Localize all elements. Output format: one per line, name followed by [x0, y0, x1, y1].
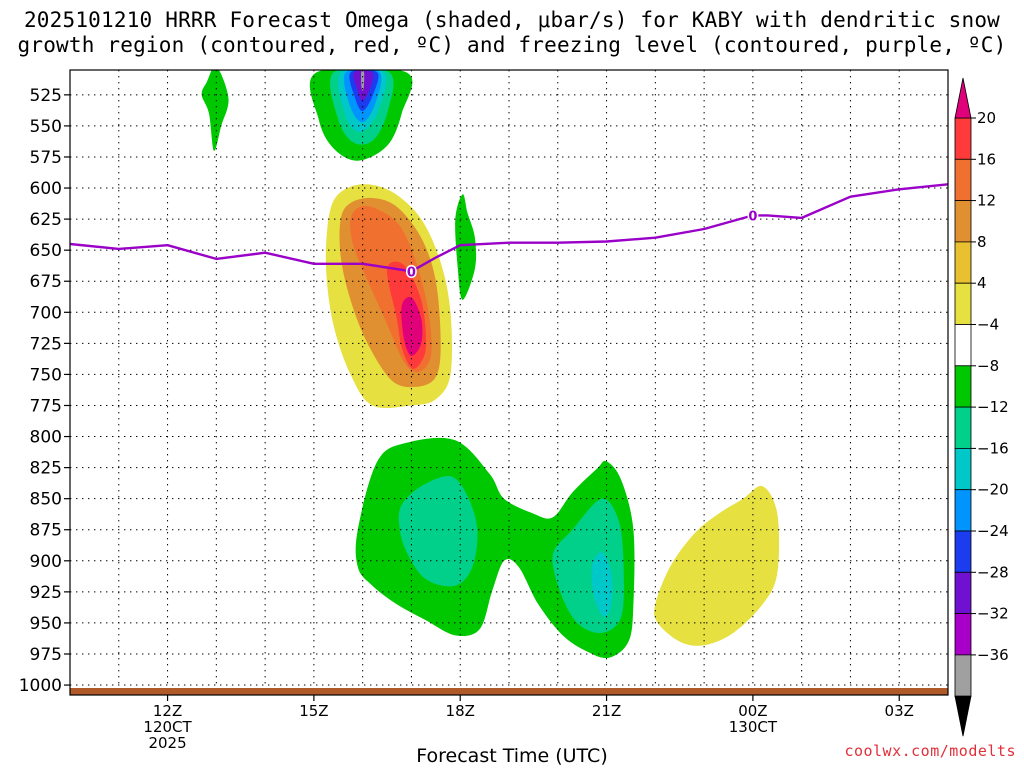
y-axis: 525 550 575 600 625 650 675 700 725 750 775 800 825 8…	[19, 86, 70, 696]
y-tick-label: 550	[30, 117, 62, 137]
y-tick-label: 525	[30, 86, 62, 106]
colorbar-label: −4	[977, 316, 999, 334]
freezing-level-line	[70, 183, 948, 273]
y-tick-label: 950	[30, 614, 62, 634]
colorbar-swatch	[954, 406, 972, 449]
colorbar-top-arrow	[954, 77, 972, 119]
omega-shading	[201, 70, 780, 659]
y-tick-label: 800	[30, 428, 62, 448]
y-tick-label: 825	[30, 459, 62, 479]
colorbar-swatch	[954, 200, 972, 243]
low-yellow-descent	[654, 485, 780, 646]
y-tick-label: 625	[30, 210, 62, 230]
y-tick-label: 750	[30, 365, 62, 385]
colorbar-label: 20	[977, 109, 996, 127]
colorbar-label: −8	[977, 357, 999, 375]
plot-frame	[69, 69, 949, 696]
colorbar-label: 12	[977, 192, 996, 210]
colorbar-swatch	[954, 530, 972, 573]
chart-title-line2: growth region (contoured, red, ºC) and f…	[17, 33, 1007, 57]
y-tick-label: 725	[30, 334, 62, 354]
colorbar-swatch	[954, 158, 972, 202]
x-tick-label: 03Z	[885, 702, 914, 720]
x-axis-title: Forecast Time (UTC)	[416, 745, 608, 767]
chart-title: 2025101210 HRRR Forecast Omega (shaded, …	[0, 8, 1024, 58]
colorbar-label: −20	[977, 481, 1009, 499]
colorbar-swatch	[954, 447, 972, 491]
colorbar-swatch	[954, 324, 972, 367]
colorbar-label: −28	[977, 563, 1009, 581]
colorbar-label: 4	[977, 274, 987, 292]
x-tick-label: 15Z	[299, 702, 328, 720]
y-tick-label: 925	[30, 583, 62, 603]
colorbar-bottom-arrow	[954, 695, 972, 737]
freezing-level-label: 0	[748, 209, 757, 224]
x-tick-label: 130CT	[729, 718, 778, 736]
colorbar-swatch	[954, 282, 972, 325]
colorbar-swatch	[954, 117, 972, 160]
colorbar-swatch	[954, 571, 972, 614]
y-tick-label: 775	[30, 396, 62, 416]
upper-green-cell	[201, 70, 229, 151]
surface-band	[70, 688, 948, 695]
surface-terrain	[70, 688, 948, 695]
y-tick-label: 975	[30, 645, 62, 665]
colorbar-swatch	[954, 365, 972, 408]
y-tick-label: 900	[30, 552, 62, 572]
y-tick-label: 1000	[19, 676, 62, 696]
colorbar-legend: 20 16 12 8 4 −4 −8 −12 −16 −20 −24 −28 −32 −36	[954, 77, 1009, 737]
y-tick-label: 675	[30, 272, 62, 292]
y-tick-label: 700	[30, 303, 62, 323]
colorbar-label: 16	[977, 150, 996, 168]
x-tick-label: 12Z	[153, 702, 182, 720]
freezing-level-label: 0	[407, 265, 416, 280]
freezing-level-contour: 00	[70, 183, 948, 282]
x-tick-label: 2025	[148, 734, 186, 752]
colorbar-label: −12	[977, 398, 1009, 416]
colorbar-swatch	[954, 489, 972, 532]
colorbar-swatch	[954, 654, 972, 697]
y-tick-label: 875	[30, 521, 62, 541]
y-tick-label: 575	[30, 148, 62, 168]
colorbar-label: −24	[977, 522, 1009, 540]
chart-title-line1: 2025101210 HRRR Forecast Omega (shaded, …	[23, 8, 1001, 32]
x-tick-label: 120CT	[143, 718, 192, 736]
y-tick-label: 650	[30, 241, 62, 261]
low-teal-west	[398, 476, 478, 587]
low-cyan-east	[591, 552, 613, 617]
colorbar-swatch	[954, 241, 972, 284]
colorbar-label: −16	[977, 439, 1009, 457]
credit-link[interactable]: coolwx.com/modelts	[844, 742, 1016, 760]
colorbar-label: −36	[977, 646, 1009, 664]
upper-descent-gray	[361, 70, 365, 91]
x-tick-label: 18Z	[446, 702, 475, 720]
x-tick-label: 00Z	[738, 702, 767, 720]
y-tick-label: 850	[30, 490, 62, 510]
y-tick-label: 600	[30, 179, 62, 199]
ascent-magenta	[401, 296, 423, 356]
x-tick-label: 21Z	[592, 702, 621, 720]
gridlines	[70, 70, 948, 695]
colorbar-swatch	[954, 613, 972, 656]
colorbar-label: −32	[977, 605, 1009, 623]
colorbar-label: 8	[977, 233, 987, 251]
